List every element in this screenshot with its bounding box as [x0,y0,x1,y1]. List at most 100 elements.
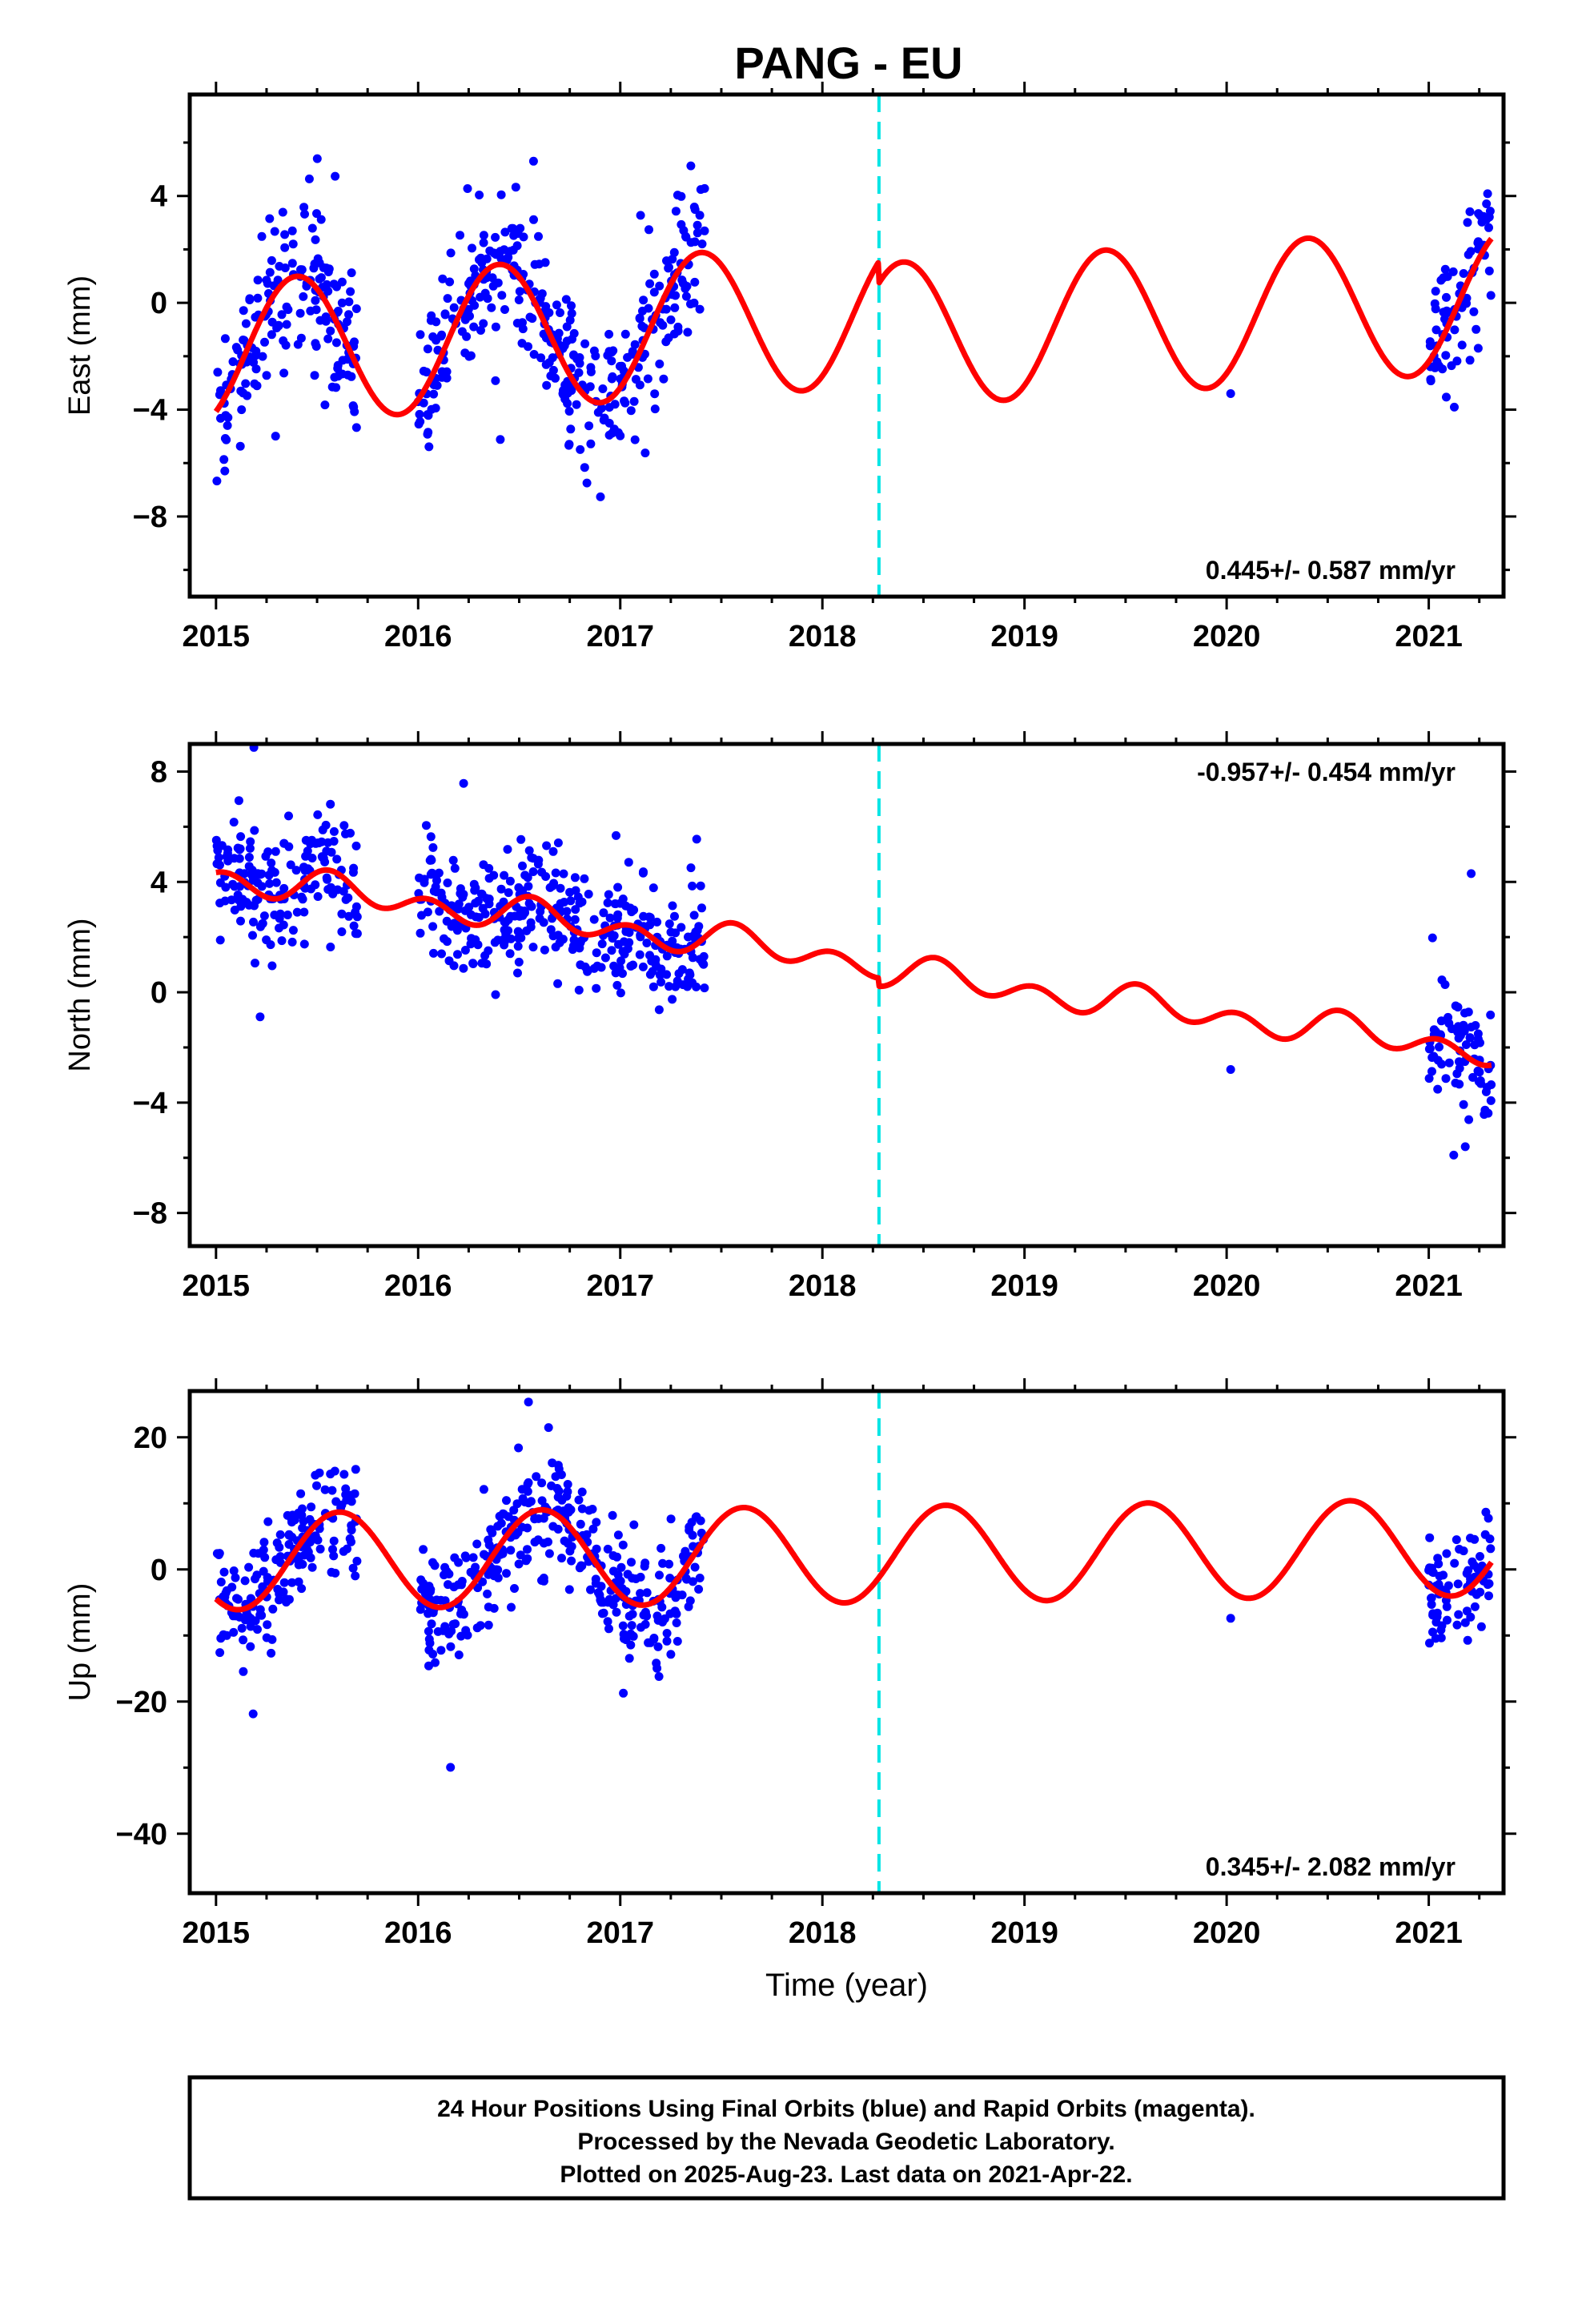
data-point [535,914,544,923]
data-point [520,1498,530,1507]
data-point [271,432,280,441]
data-point [576,444,585,454]
data-point [1464,1115,1474,1124]
data-point [440,934,448,943]
data-point [693,220,702,230]
data-point [313,254,323,263]
data-point [488,1528,497,1538]
data-point [427,1619,436,1629]
data-point [1465,1033,1475,1043]
data-point [215,935,225,945]
data-point [296,333,306,343]
data-point [695,304,705,314]
data-point [604,1624,613,1634]
data-point [430,1561,440,1570]
data-point [343,893,353,903]
data-point [685,1596,695,1606]
data-point [311,305,321,315]
data-point [626,406,636,416]
data-point [586,439,596,448]
data-point [566,424,576,434]
data-point [307,1562,317,1572]
data-point [1431,1618,1441,1627]
data-point [473,896,483,906]
data-point [444,1580,452,1590]
data-point [484,895,494,903]
data-point [231,343,241,352]
data-point [662,951,672,961]
data-point [512,1499,522,1509]
data-point [482,959,492,969]
data-point [1427,1593,1436,1602]
data-point [610,400,620,409]
data-point [287,1578,297,1587]
data-point [428,842,438,852]
y-tick-label: −4 [133,394,167,428]
data-point [1442,292,1451,302]
data-point [518,318,527,328]
data-point [333,885,343,895]
data-point [612,1552,622,1562]
data-point [456,231,464,240]
data-point [267,255,276,265]
data-point [1484,1579,1494,1588]
data-point [609,424,619,434]
data-point [1226,389,1235,399]
data-point [294,1577,303,1586]
data-point [533,859,543,869]
y-tick-label: −8 [133,1197,167,1231]
data-point [286,860,295,870]
data-point [454,899,464,909]
data-point [1451,1001,1460,1011]
data-point [300,209,309,219]
data-point [516,834,526,844]
data-point [505,876,515,886]
x-tick-label: 2021 [1395,620,1463,653]
data-point [523,1554,532,1563]
data-point [612,830,620,840]
data-point [250,379,259,388]
data-point [504,926,513,935]
data-point [575,353,584,362]
data-point [544,1423,553,1433]
data-point [220,334,230,344]
data-point [326,799,335,809]
footer-line-3: Plotted on 2025-Aug-23. Last data on 202… [560,2161,1132,2188]
data-point [1427,1567,1437,1577]
data-point [544,358,554,368]
data-point [477,258,487,267]
data-point [621,1635,631,1645]
data-point [1431,325,1441,335]
data-point [456,1631,466,1641]
data-point [236,832,246,842]
data-point [253,1625,262,1634]
data-point [491,232,500,242]
data-point [283,1510,292,1520]
data-point [1470,1602,1480,1611]
model-curve-east [213,235,1494,418]
panel-north: 2015 2016 2017 2018 2019 2020 2021 −8 −4 0 4 8 North… [63,731,1516,1303]
data-point [645,970,655,979]
data-point [279,368,289,378]
data-point [419,366,428,376]
data-point [427,311,436,320]
data-point [1452,1620,1462,1630]
data-point [604,890,613,899]
data-point [1476,1552,1484,1561]
data-point [540,945,549,955]
data-point [611,1594,620,1603]
data-point [315,1544,325,1554]
data-point [528,854,538,863]
data-point [262,1633,271,1642]
data-point [271,878,281,887]
data-point [248,1709,258,1719]
x-tick-label: 2015 [183,1916,251,1950]
data-point [640,448,650,458]
data-point [424,1646,434,1655]
data-point [691,1512,701,1522]
data-point [627,1621,636,1630]
data-point [697,1528,706,1538]
data-point [609,961,619,971]
data-point [669,247,679,257]
data-point [540,258,550,267]
